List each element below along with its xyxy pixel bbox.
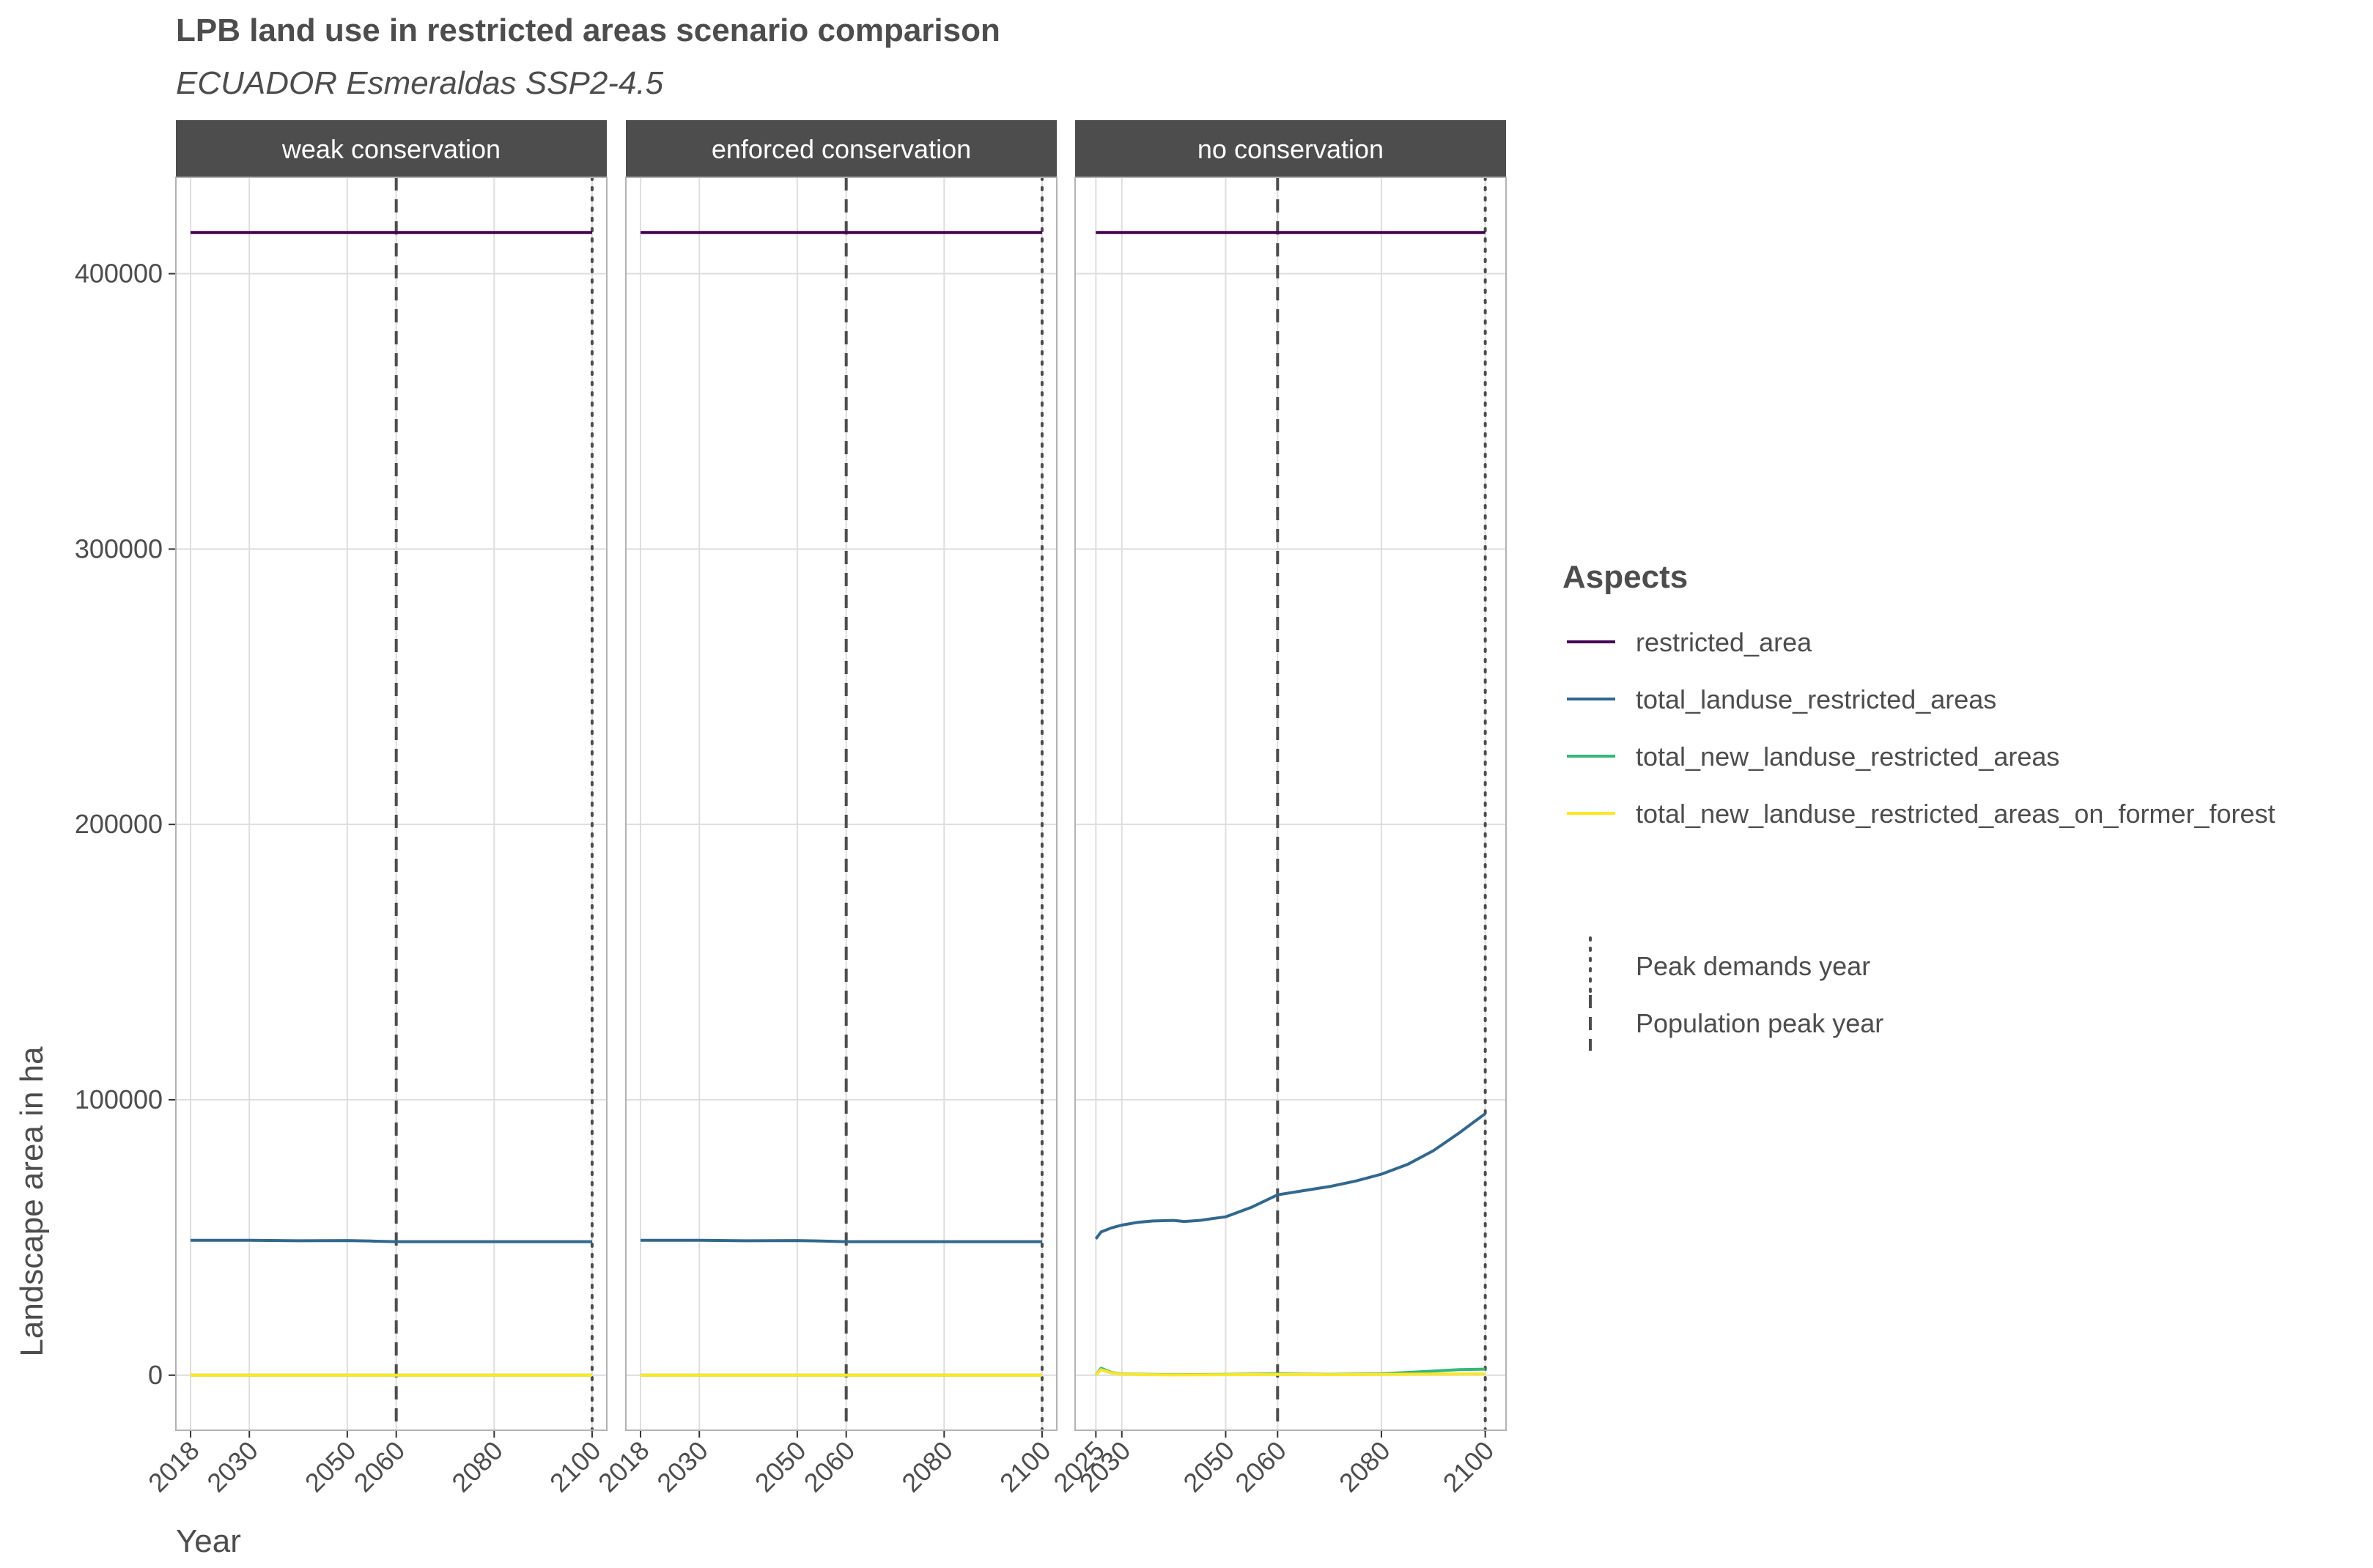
facet-strip-label: enforced conservation — [712, 134, 971, 164]
y-tick-label: 400000 — [75, 259, 163, 289]
legend-label: total_new_landuse_restricted_areas — [1636, 742, 2059, 772]
legend: Aspects restricted_area total_landuse_res… — [1562, 559, 2276, 1051]
y-tick-label: 100000 — [75, 1084, 163, 1114]
chart-subtitle: ECUADOR Esmeraldas SSP2-4.5 — [176, 65, 664, 101]
legend-label: total_new_landuse_restricted_areas_on_fo… — [1636, 799, 2276, 829]
y-axis-title: Landscape area in ha — [14, 1046, 50, 1357]
x-axis-title: Year — [176, 1523, 241, 1559]
panel-border — [1074, 177, 1507, 1431]
x-tick-label: 2030 — [201, 1435, 264, 1498]
series-line-total-landuse-restricted-areas — [641, 1238, 1042, 1243]
facet-strip — [626, 120, 1057, 177]
y-tick-label: 300000 — [75, 533, 163, 563]
facet-strip-label: no conservation — [1197, 134, 1384, 164]
legend-label: restricted_area — [1636, 627, 1812, 657]
series-line-total-landuse-restricted-areas — [1094, 1112, 1486, 1240]
facet-panel: weak conservation 0 100000 200000 300000 4000… — [75, 120, 608, 1498]
x-tick-label: 2060 — [798, 1435, 861, 1498]
y-tick-label: 200000 — [75, 809, 163, 839]
x-tick-label: 2018 — [142, 1435, 205, 1498]
x-tick-label: 2080 — [896, 1435, 959, 1498]
x-tick-label: 2050 — [1177, 1435, 1240, 1498]
panel-border — [625, 177, 1058, 1431]
x-tick-label: 2080 — [1333, 1435, 1396, 1498]
series-line-total-new-landuse-restricted-areas-on-former-forest — [1094, 1368, 1486, 1377]
facet-strip — [1075, 120, 1506, 177]
x-tick-label: 2050 — [299, 1435, 362, 1498]
x-tick-label: 2080 — [446, 1435, 509, 1498]
facet-strip-label: weak conservation — [281, 134, 501, 164]
chart-title: LPB land use in restricted areas scenari… — [176, 12, 1000, 48]
x-tick-label: 2018 — [592, 1435, 655, 1498]
x-tick-label: 2100 — [544, 1435, 607, 1498]
x-tick-label: 2030 — [651, 1435, 714, 1498]
panel-border — [175, 177, 608, 1431]
x-tick-label: 2060 — [1229, 1435, 1292, 1498]
x-tick-label: 2050 — [749, 1435, 812, 1498]
x-tick-label: 2060 — [348, 1435, 411, 1498]
legend-label: total_landuse_restricted_areas — [1636, 684, 1996, 714]
legend-label: Population peak year — [1636, 1008, 1883, 1038]
facet-strip — [176, 120, 607, 177]
legend-label: Peak demands year — [1636, 951, 1870, 981]
series-line-total-landuse-restricted-areas — [191, 1238, 592, 1243]
x-tick-label: 2100 — [994, 1435, 1057, 1498]
x-tick-label: 2100 — [1437, 1435, 1500, 1498]
facet-panels: weak conservation 0 100000 200000 300000 4000… — [75, 120, 1507, 1498]
legend-title: Aspects — [1562, 559, 1688, 595]
y-tick-label: 0 — [148, 1360, 163, 1390]
